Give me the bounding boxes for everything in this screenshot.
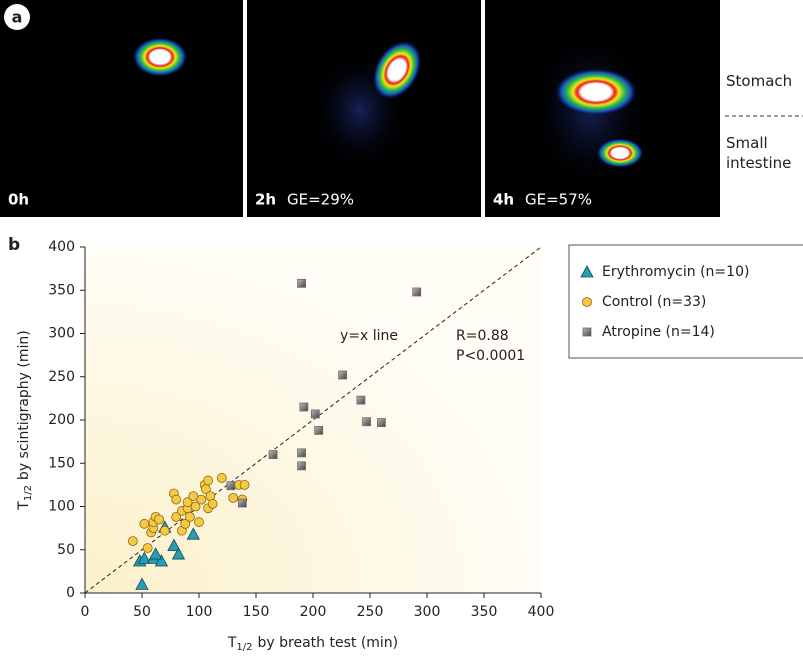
square-point (227, 482, 235, 490)
square-point (298, 279, 306, 287)
circle-point (155, 515, 164, 524)
annotation: R=0.88 (456, 328, 509, 344)
legend-marker (583, 298, 592, 307)
circle-point (204, 476, 213, 485)
square-point (298, 462, 306, 470)
region-label: Stomach (726, 72, 792, 90)
square-point (300, 403, 308, 411)
image-panels: a 0h 2h GE=29% 4h GE=57% Stomach Small i… (0, 0, 803, 217)
scatter-plot: 0 50 100 150 200 250 300 350 400 0 50 100 150 200 250 3… (16, 239, 803, 653)
legend-entry: Erythromycin (n=10) (602, 264, 749, 280)
y-tick-label: 350 (48, 282, 75, 298)
x-tick-label: 400 (528, 604, 555, 620)
x-tick-label: 200 (300, 604, 327, 620)
x-tick-label: 100 (186, 604, 213, 620)
intestine-signal (596, 138, 644, 168)
axis-label-subscript: 1/2 (23, 485, 34, 501)
x-tick-label: 250 (357, 604, 384, 620)
legend-marker (583, 328, 591, 336)
legend-entry: Control (n=33) (602, 294, 706, 310)
y-tick-label: 250 (48, 369, 75, 385)
circle-point (143, 544, 152, 553)
x-tick-label: 300 (414, 604, 441, 620)
x-tick-label: 350 (471, 604, 498, 620)
x-tick-label: 50 (133, 604, 151, 620)
ylabel-label: T1/2 by scintigraphy (min) (16, 330, 34, 510)
region-label: Small (726, 134, 768, 152)
axis-label-rest: by scintigraphy (min) (16, 330, 32, 480)
axis-label-main: T (227, 635, 237, 651)
y-tick-label: 0 (66, 585, 75, 601)
circle-point (217, 473, 226, 482)
annotation: P<0.0001 (456, 348, 525, 364)
square-point (413, 288, 421, 296)
time-label: 2h (255, 191, 276, 209)
y-tick-label: 200 (48, 412, 75, 428)
circle-point (172, 495, 181, 504)
axis-label-subscript: 1/2 (236, 642, 252, 653)
axis-label-rest: by breath test (min) (258, 635, 399, 651)
time-label: 0h (8, 191, 29, 209)
square-point (238, 499, 246, 507)
time-label: 4h (493, 191, 514, 209)
xlabel-label: T1/2 by breath test (min) (227, 635, 398, 653)
square-point (363, 418, 371, 426)
y-tick-label: 150 (48, 455, 75, 471)
circle-point (185, 512, 194, 521)
y-tick-label: 400 (48, 239, 75, 255)
circle-point (128, 537, 137, 546)
circle-point (240, 480, 249, 489)
square-point (269, 451, 277, 459)
axis-label-main: T (16, 501, 32, 511)
circle-point (160, 526, 169, 535)
square-point (315, 426, 323, 434)
panel-label: a (12, 8, 23, 27)
circle-point (208, 499, 217, 508)
circle-point (197, 495, 206, 504)
figure: a 0h 2h GE=29% 4h GE=57% Stomach Small i… (0, 0, 803, 657)
square-point (339, 371, 347, 379)
ge-label: GE=29% (287, 191, 354, 209)
y-tick-label: 300 (48, 326, 75, 342)
y-tick-label: 50 (57, 542, 75, 558)
x-tick-label: 0 (81, 604, 90, 620)
annotation: y=x line (340, 328, 398, 344)
stomach-signal (132, 37, 188, 77)
y-tick-label: 100 (48, 499, 75, 515)
stomach-signal (554, 68, 638, 116)
scan-image (0, 0, 243, 217)
square-point (311, 410, 319, 418)
legend-entry: Atropine (n=14) (602, 324, 715, 340)
circle-point (195, 518, 204, 527)
square-point (298, 449, 306, 457)
circle-point (140, 519, 149, 528)
ge-label: GE=57% (525, 191, 592, 209)
region-label: intestine (726, 154, 791, 172)
square-point (377, 419, 385, 427)
circle-point (229, 493, 238, 502)
panel-label: b (8, 235, 20, 255)
x-tick-label: 150 (243, 604, 270, 620)
square-point (357, 396, 365, 404)
